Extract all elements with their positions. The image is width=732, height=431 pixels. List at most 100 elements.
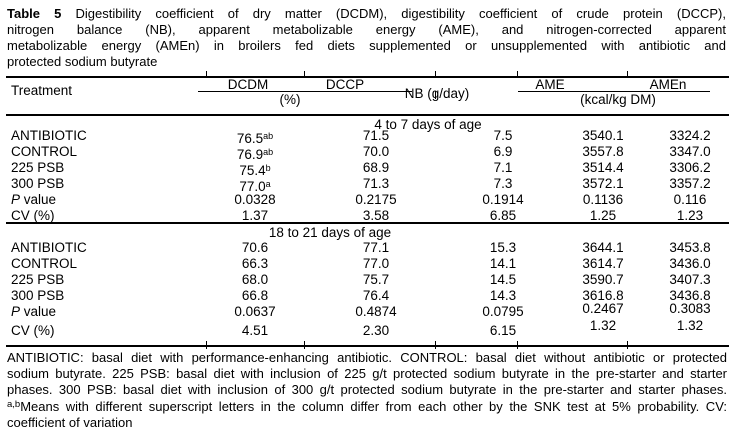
footnote-superscript: a,b [7, 399, 21, 411]
cell-treatment: 300 PSB [11, 176, 65, 191]
cell-nb: 15.3 [489, 240, 517, 255]
table-footnote: ANTIBIOTIC: basal diet with performance-… [7, 350, 727, 431]
caption-line: protected sodium butyrate [7, 54, 158, 69]
cell-nb: 7.1 [493, 160, 513, 175]
column-tick [435, 91, 437, 99]
cell-amen: 3436.8 [669, 288, 711, 303]
caption-line: nitrogen balance (NB), apparent metaboli… [7, 22, 726, 37]
footnote-line: coefficient of variation [7, 415, 133, 431]
table-row: CONTROL 76.9ab 70.0 6.9 3557.8 3347.0 [0, 144, 732, 162]
cell-dcdm: 68.0 [241, 272, 269, 287]
cell-dccp: 77.0 [362, 256, 390, 271]
cell-dccp: 71.3 [362, 176, 390, 191]
cell-dccp: 71.5 [362, 128, 390, 143]
cell-ame: 3557.8 [582, 144, 624, 159]
table-number: Table 5 [7, 6, 62, 21]
cell-treatment: P value [11, 192, 57, 207]
table-row: 225 PSB 75.4b 68.9 7.1 3514.4 3306.2 [0, 160, 732, 178]
header-ame: AME [535, 77, 565, 92]
footnote-line: a,bMeans with different superscript lett… [7, 399, 727, 415]
cell-dccp: 75.7 [362, 272, 390, 287]
cell-ame: 3590.7 [582, 272, 624, 287]
footnote-line: ANTIBIOTIC: basal diet with performance-… [7, 350, 727, 365]
header-treatment: Treatment [11, 83, 73, 98]
cell-nb: 14.3 [489, 288, 517, 303]
table-row: CV (%) 4.51 2.30 6.15 1.32 1.32 [0, 318, 732, 339]
cell-treatment: CONTROL [11, 144, 78, 159]
cell-amen: 0.3083 [669, 301, 711, 316]
cell-dcdm: 77.0a [239, 179, 271, 194]
cell-amen: 3324.2 [669, 128, 711, 143]
cell-dcdm: 66.8 [241, 288, 269, 303]
cell-dccp: 2.30 [362, 323, 390, 338]
table-row: ANTIBIOTIC 76.5ab 71.5 7.5 3540.1 3324.2 [0, 128, 732, 146]
table-row: 300 PSB 77.0a 71.3 7.3 3572.1 3357.2 [0, 176, 732, 194]
cell-dcdm: 1.37 [241, 208, 269, 223]
cell-treatment: 300 PSB [11, 288, 65, 303]
cell-treatment: ANTIBIOTIC [11, 128, 87, 143]
header-bottom-rule [6, 114, 729, 117]
cell-treatment: P value [11, 304, 57, 319]
caption-line: metabolizable energy (AMEn) in broilers … [7, 38, 726, 53]
caption-line: Table 5 Digestibility coefficient of dry… [7, 6, 726, 22]
cell-dcdm: 0.0637 [234, 304, 276, 319]
cell-dccp: 77.1 [362, 240, 390, 255]
superscript: ab [263, 147, 274, 157]
superscript: ab [263, 131, 274, 141]
cell-dccp: 68.9 [362, 160, 390, 175]
header-dcdm: DCDM [227, 77, 269, 92]
superscript: b [265, 163, 271, 173]
column-tick [517, 341, 519, 349]
cell-nb: 6.85 [489, 208, 517, 223]
cell-amen: 3436.0 [669, 256, 711, 271]
cell-ame: 0.1136 [582, 192, 624, 207]
table-row: 300 PSB 66.8 76.4 14.3 3616.8 3436.8 [0, 288, 732, 304]
cell-ame: 1.32 [589, 318, 617, 333]
cell-treatment: CV (%) [11, 323, 55, 338]
cell-amen: 1.23 [676, 208, 704, 223]
header-kcal-unit: (kcal/kg DM) [580, 92, 656, 107]
cell-dcdm: 4.51 [241, 323, 269, 338]
section-label-18-21-days: 18 to 21 days of age [268, 225, 392, 240]
cell-dccp: 0.4874 [355, 304, 397, 319]
footnote-line: phases. 300 PSB: basal diet with inclusi… [7, 381, 727, 397]
column-tick [206, 341, 208, 349]
cell-ame: 1.25 [589, 208, 617, 223]
cell-dcdm: 75.4b [239, 163, 271, 178]
cell-ame: 3644.1 [582, 240, 624, 255]
column-tick [206, 71, 208, 78]
table-row: P value 0.0328 0.2175 0.1914 0.1136 0.11… [0, 192, 732, 208]
dcdm-dccp-spanner-rule [198, 91, 412, 93]
cell-dccp: 70.0 [362, 144, 390, 159]
cell-dcdm: 76.9ab [236, 147, 274, 162]
column-tick [304, 71, 306, 78]
cell-nb: 7.5 [493, 128, 513, 143]
cell-dcdm: 0.0328 [234, 192, 276, 207]
superscript: a [265, 179, 271, 189]
footnote-line: sodium butyrate. 225 PSB: basal diet wit… [7, 365, 727, 381]
ame-amen-spanner-rule [518, 91, 710, 93]
cell-ame: 3616.8 [582, 288, 624, 303]
cell-treatment: 225 PSB [11, 160, 65, 175]
cell-dcdm: 76.5ab [236, 131, 274, 146]
cell-ame: 3514.4 [582, 160, 624, 175]
table-row: CV (%) 1.37 3.58 6.85 1.25 1.23 [0, 208, 732, 224]
cell-amen: 3453.8 [669, 240, 711, 255]
cell-dcdm: 66.3 [241, 256, 269, 271]
cell-ame: 3572.1 [582, 176, 624, 191]
cell-nb: 6.15 [489, 323, 517, 338]
cell-treatment: CONTROL [11, 256, 78, 271]
cell-amen: 3407.3 [669, 272, 711, 287]
cell-treatment: 225 PSB [11, 272, 65, 287]
column-tick [627, 71, 629, 78]
table-top-rule [6, 76, 729, 78]
cell-amen: 0.116 [673, 192, 707, 207]
cell-dccp: 76.4 [362, 288, 390, 303]
section-label-4-7-days: 4 to 7 days of age [374, 117, 482, 132]
cell-dccp: 3.58 [362, 208, 390, 223]
cell-dccp: 0.2175 [355, 192, 397, 207]
table-row: 225 PSB 68.0 75.7 14.5 3590.7 3407.3 [0, 272, 732, 288]
cell-amen: 3306.2 [669, 160, 711, 175]
table-row: ANTIBIOTIC 70.6 77.1 15.3 3644.1 3453.8 [0, 240, 732, 256]
